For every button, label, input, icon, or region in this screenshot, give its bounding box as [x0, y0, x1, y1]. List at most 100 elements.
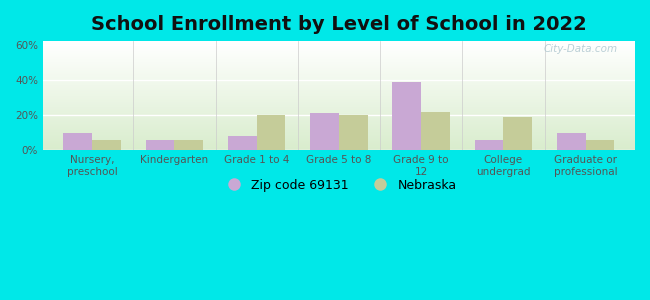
Bar	[43, 70, 635, 71]
Bar	[43, 49, 635, 50]
Bar	[43, 135, 635, 136]
Bar	[43, 128, 635, 129]
Bar	[43, 52, 635, 53]
Bar	[43, 142, 635, 143]
Bar	[43, 59, 635, 60]
Bar	[43, 79, 635, 80]
Bar	[43, 102, 635, 103]
Bar	[43, 120, 635, 121]
Bar	[43, 61, 635, 62]
Bar	[43, 106, 635, 107]
Bar	[43, 56, 635, 57]
Bar	[586, 140, 614, 150]
Bar	[43, 54, 635, 55]
Bar	[43, 97, 635, 98]
Bar	[43, 148, 635, 149]
Title: School Enrollment by Level of School in 2022: School Enrollment by Level of School in …	[91, 15, 587, 34]
Bar	[43, 65, 635, 66]
Bar	[43, 57, 635, 58]
Bar	[43, 95, 635, 96]
Bar	[43, 113, 635, 114]
Bar	[43, 82, 635, 83]
Bar	[43, 71, 635, 72]
Bar	[43, 50, 635, 51]
Bar	[43, 134, 635, 135]
Bar	[43, 131, 635, 132]
Bar	[43, 89, 635, 90]
Bar	[43, 47, 635, 48]
Bar	[43, 119, 635, 120]
Bar	[43, 115, 635, 116]
Bar	[43, 51, 635, 52]
Bar	[43, 77, 635, 78]
Bar	[43, 143, 635, 144]
Bar	[43, 129, 635, 130]
Bar	[43, 81, 635, 82]
Bar	[43, 46, 635, 47]
Bar	[43, 90, 635, 91]
Bar	[43, 141, 635, 142]
Bar	[43, 44, 635, 45]
Bar	[43, 146, 635, 147]
Bar	[92, 140, 121, 150]
Bar	[43, 132, 635, 133]
Bar	[43, 64, 635, 65]
Bar	[43, 145, 635, 146]
Bar	[43, 127, 635, 128]
Bar	[43, 130, 635, 131]
Bar	[43, 96, 635, 97]
Bar	[43, 85, 635, 86]
Bar	[43, 117, 635, 118]
Bar	[43, 92, 635, 93]
Bar	[43, 103, 635, 104]
Bar	[474, 140, 503, 150]
Bar	[43, 76, 635, 77]
Bar	[43, 74, 635, 75]
Bar	[421, 112, 450, 150]
Bar	[43, 110, 635, 111]
Bar	[310, 113, 339, 150]
Bar	[43, 60, 635, 61]
Bar	[43, 114, 635, 115]
Bar	[43, 118, 635, 119]
Bar	[43, 83, 635, 84]
Bar	[43, 101, 635, 102]
Bar	[43, 124, 635, 125]
Bar	[43, 63, 635, 64]
Bar	[43, 94, 635, 95]
Bar	[43, 125, 635, 126]
Bar	[43, 111, 635, 112]
Bar	[228, 136, 257, 150]
Bar	[64, 133, 92, 150]
Bar	[43, 73, 635, 74]
Bar	[43, 144, 635, 145]
Bar	[43, 72, 635, 73]
Bar	[503, 117, 532, 150]
Bar	[393, 82, 421, 150]
Bar	[43, 112, 635, 113]
Bar	[43, 68, 635, 69]
Bar	[43, 93, 635, 94]
Bar	[43, 122, 635, 123]
Bar	[43, 75, 635, 76]
Bar	[43, 80, 635, 81]
Bar	[43, 78, 635, 79]
Bar	[43, 139, 635, 140]
Bar	[43, 53, 635, 54]
Bar	[257, 115, 285, 150]
Bar	[43, 41, 635, 42]
Bar	[43, 136, 635, 137]
Bar	[43, 99, 635, 100]
Bar	[43, 140, 635, 141]
Bar	[43, 58, 635, 59]
Bar	[43, 116, 635, 117]
Bar	[43, 108, 635, 109]
Bar	[174, 140, 203, 150]
Bar	[43, 133, 635, 134]
Bar	[43, 123, 635, 124]
Bar	[43, 104, 635, 105]
Bar	[43, 126, 635, 127]
Bar	[43, 121, 635, 122]
Bar	[43, 42, 635, 43]
Bar	[43, 98, 635, 99]
